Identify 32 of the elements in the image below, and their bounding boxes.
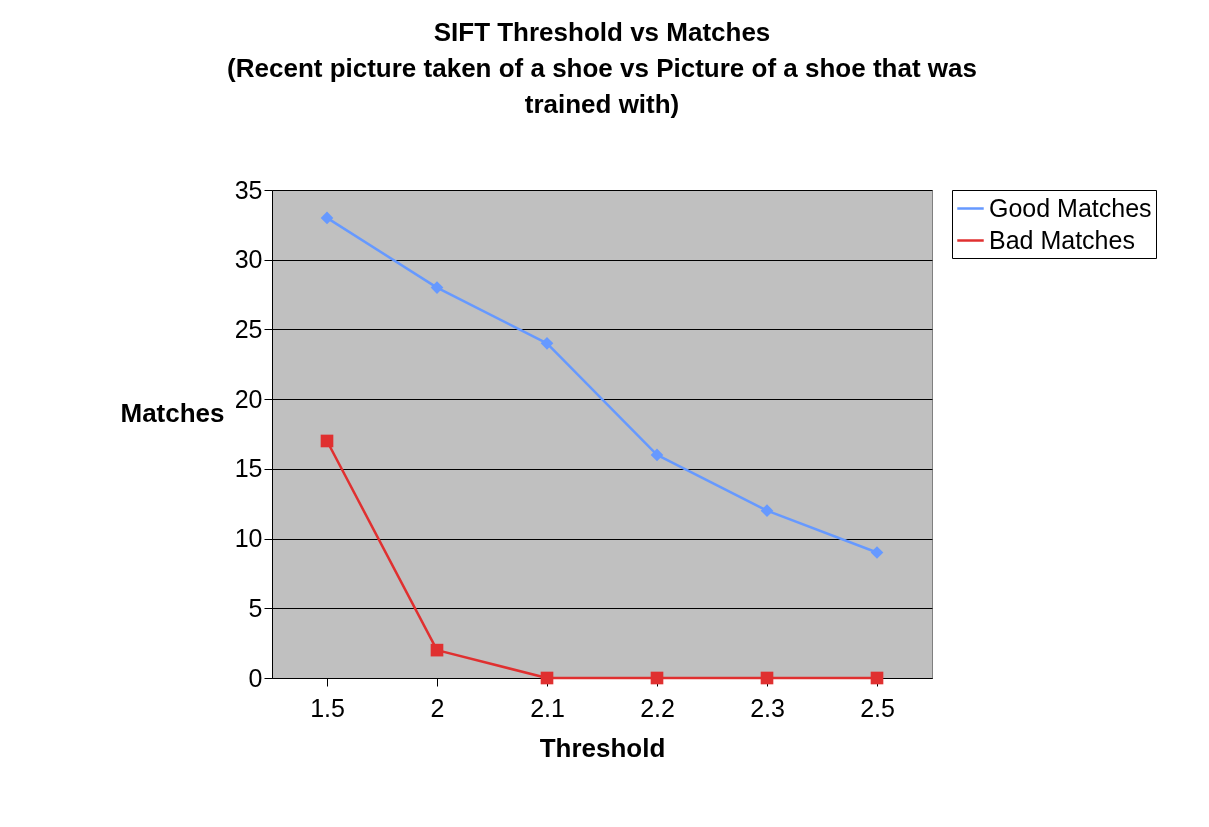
chart-subtitle: (Recent picture taken of a shoe vs Picture of a shoe that was trained with) bbox=[227, 53, 977, 119]
point bbox=[540, 337, 554, 350]
x-axis-title: Threshold bbox=[539, 732, 666, 763]
point bbox=[430, 281, 444, 294]
point bbox=[760, 671, 774, 685]
point bbox=[650, 448, 664, 462]
chart-title: SIFT Threshold vs Matches bbox=[433, 17, 771, 47]
x-tick-label: 1.5 bbox=[310, 693, 345, 722]
y-tick-label: 20 bbox=[234, 384, 263, 413]
point bbox=[320, 211, 334, 225]
y-tick-label: 5 bbox=[248, 593, 263, 622]
y-tick-label: 25 bbox=[234, 314, 263, 343]
y-tick-label: 15 bbox=[234, 454, 263, 483]
y-tick-label: 35 bbox=[234, 175, 263, 204]
y-tick-label: 30 bbox=[234, 245, 263, 274]
x-tick-label: 2 bbox=[430, 693, 445, 722]
point bbox=[870, 671, 884, 685]
x-tick-label: 2.1 bbox=[530, 693, 565, 722]
point bbox=[760, 504, 774, 518]
x-tick-label: 2.2 bbox=[640, 693, 675, 722]
legend-label: Good Matches bbox=[989, 193, 1152, 222]
point bbox=[540, 671, 554, 685]
y-axis-title: Matches bbox=[120, 397, 225, 428]
y-tick-label: 0 bbox=[248, 663, 263, 692]
x-tick-label: 2.3 bbox=[750, 693, 785, 722]
point bbox=[870, 546, 884, 559]
y-tick-label: 10 bbox=[234, 524, 263, 553]
legend-label: Bad Matches bbox=[989, 225, 1135, 254]
x-tick-label: 2.5 bbox=[860, 693, 895, 722]
point bbox=[430, 643, 444, 657]
point bbox=[320, 434, 334, 448]
point bbox=[650, 671, 664, 685]
